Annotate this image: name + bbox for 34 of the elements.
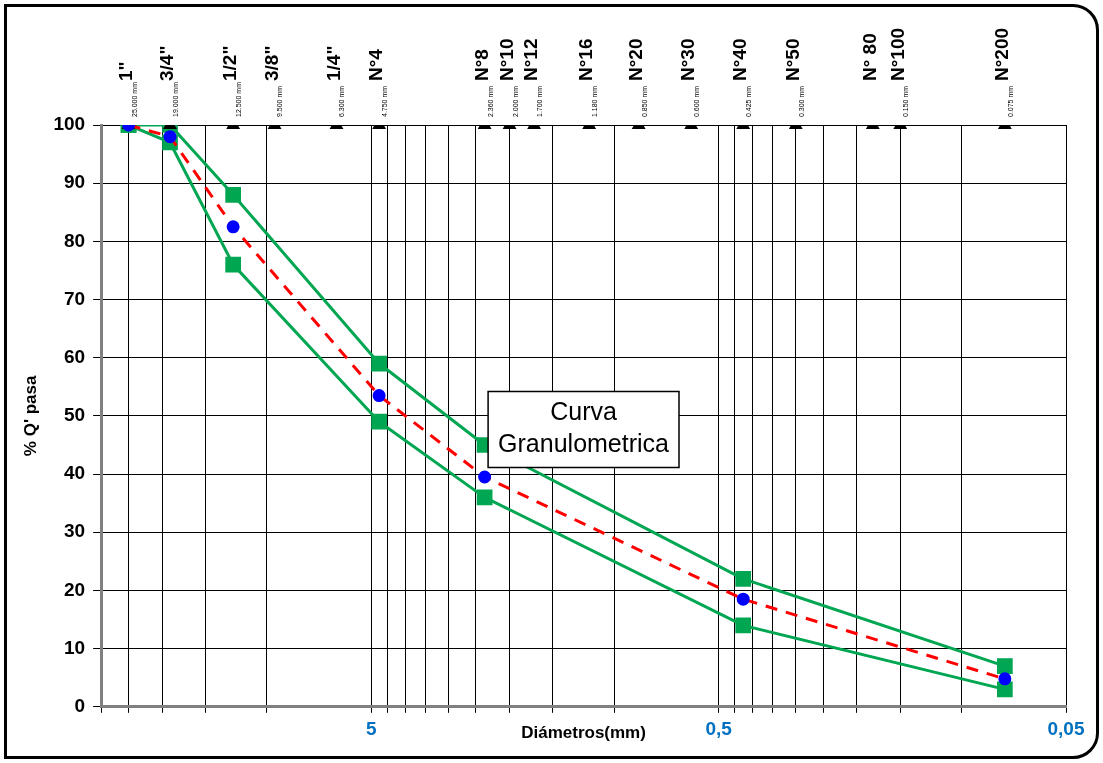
y-tick-label: 50 [63, 404, 86, 426]
y-tick-label: 0 [74, 695, 86, 717]
annotation: N°50 [781, 38, 803, 81]
annotation: N°20 [624, 38, 646, 81]
annotation: N°100 [886, 27, 908, 81]
annotation: N°12 [520, 38, 542, 81]
annotation: N°16 [575, 38, 597, 81]
y-tick-label: 20 [63, 578, 86, 600]
x-tick-label: 0,5 [705, 718, 733, 740]
annotation: N°10 [495, 38, 517, 81]
y-tick-label: 60 [63, 345, 86, 367]
annotation: 3/4" [156, 45, 178, 81]
annotation: N°200 [991, 27, 1013, 81]
x-axis-title: Diámetros(mm) [521, 723, 646, 743]
x-tick-label: 0,05 [1047, 718, 1085, 740]
x-tick-label: 5 [366, 718, 378, 740]
annotation: Curva Granulometrica [498, 397, 670, 458]
annotation: 1/4" [322, 45, 344, 81]
y-tick-label: 10 [63, 636, 86, 658]
annotation: N°4 [365, 48, 387, 81]
annotation: 1/2" [219, 45, 241, 81]
y-tick-label: 90 [63, 171, 86, 193]
y-tick-label: 100 [53, 113, 86, 135]
annotation: 1" [114, 61, 136, 81]
y-axis-title: % Q' pasa [20, 375, 40, 457]
y-tick-label: 30 [63, 520, 86, 542]
annotation: N°8 [470, 49, 492, 81]
annotation: 3/8" [260, 45, 282, 81]
annotation: N° 80 [859, 33, 881, 81]
y-tick-label: 40 [63, 462, 86, 484]
y-tick-label: 70 [63, 287, 86, 309]
annotation: N°30 [677, 38, 699, 81]
y-tick-label: 80 [63, 229, 86, 251]
annotation: N°40 [729, 38, 751, 81]
